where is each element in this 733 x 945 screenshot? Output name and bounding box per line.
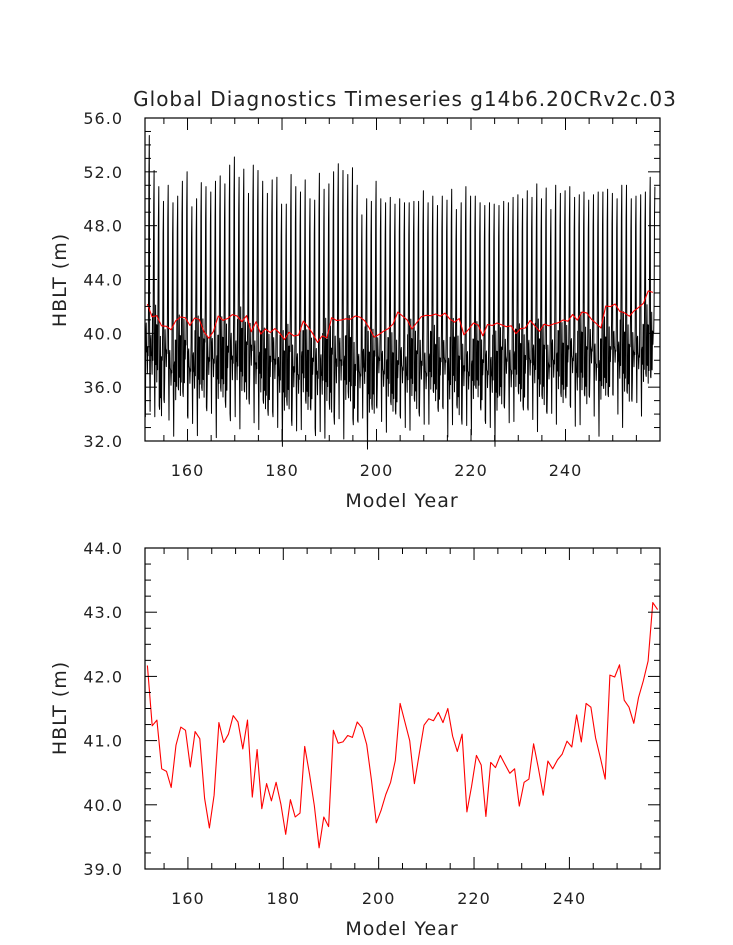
- top-y-tick-label: 48.0: [83, 217, 123, 236]
- bottom-y-axis-label: HBLT (m): [49, 661, 71, 755]
- top-plot-area: [144, 135, 656, 450]
- top-x-tick-label: 180: [265, 461, 299, 480]
- bottom-y-tick-label: 41.0: [83, 732, 123, 751]
- bottom-x-tick-label: 220: [457, 889, 491, 908]
- top-y-tick-label: 44.0: [83, 271, 123, 290]
- bottom-x-axis-label: Model Year: [345, 918, 458, 940]
- bottom-y-tick-label: 44.0: [83, 539, 123, 558]
- bottom-y-tick-label: 40.0: [83, 796, 123, 815]
- bottom-y-tick-label: 43.0: [83, 603, 123, 622]
- top-y-tick-label: 52.0: [83, 163, 123, 182]
- bottom-x-tick-label: 240: [553, 889, 587, 908]
- top-x-axis-label: Model Year: [345, 490, 458, 512]
- top-y-tick-label: 56.0: [83, 109, 123, 128]
- bottom-x-tick-label: 180: [267, 889, 301, 908]
- top-y-tick-label: 36.0: [83, 378, 123, 397]
- top-ticks: 160 180 200 220 240 32.0 36.0 40.0 44.0 48.0 52.0 5…: [83, 109, 661, 480]
- top-x-tick-label: 200: [360, 461, 394, 480]
- top-series-annual-mean-line: [146, 290, 654, 343]
- top-x-tick-label: 240: [549, 461, 583, 480]
- top-y-tick-label: 40.0: [83, 324, 123, 343]
- bottom-y-tick-label: 39.0: [83, 860, 123, 879]
- bottom-ticks: 160 180 200 220 240 39.0 40.0 41.0 42.0 43.0 44.0: [83, 539, 661, 908]
- top-x-tick-label: 220: [454, 461, 488, 480]
- bottom-plot-area: [146, 602, 659, 849]
- bottom-x-tick-label: 200: [362, 889, 396, 908]
- top-series-monthly-line: [144, 135, 656, 450]
- bottom-chart: 160 180 200 220 24039.040.041.042.043.044.0 …: [49, 539, 661, 940]
- bottom-y-tick-label: 42.0: [83, 667, 123, 686]
- top-y-tick-label: 32.0: [83, 432, 123, 451]
- bottom-series-annual-mean-line: [146, 602, 659, 849]
- top-chart: Global Diagnostics Timeseries g14b6.20CR…: [49, 87, 677, 512]
- top-y-axis-label: HBLT (m): [49, 233, 71, 327]
- chart-title: Global Diagnostics Timeseries g14b6.20CR…: [133, 87, 677, 111]
- bottom-x-tick-label: 160: [171, 889, 205, 908]
- top-x-tick-label: 160: [171, 461, 205, 480]
